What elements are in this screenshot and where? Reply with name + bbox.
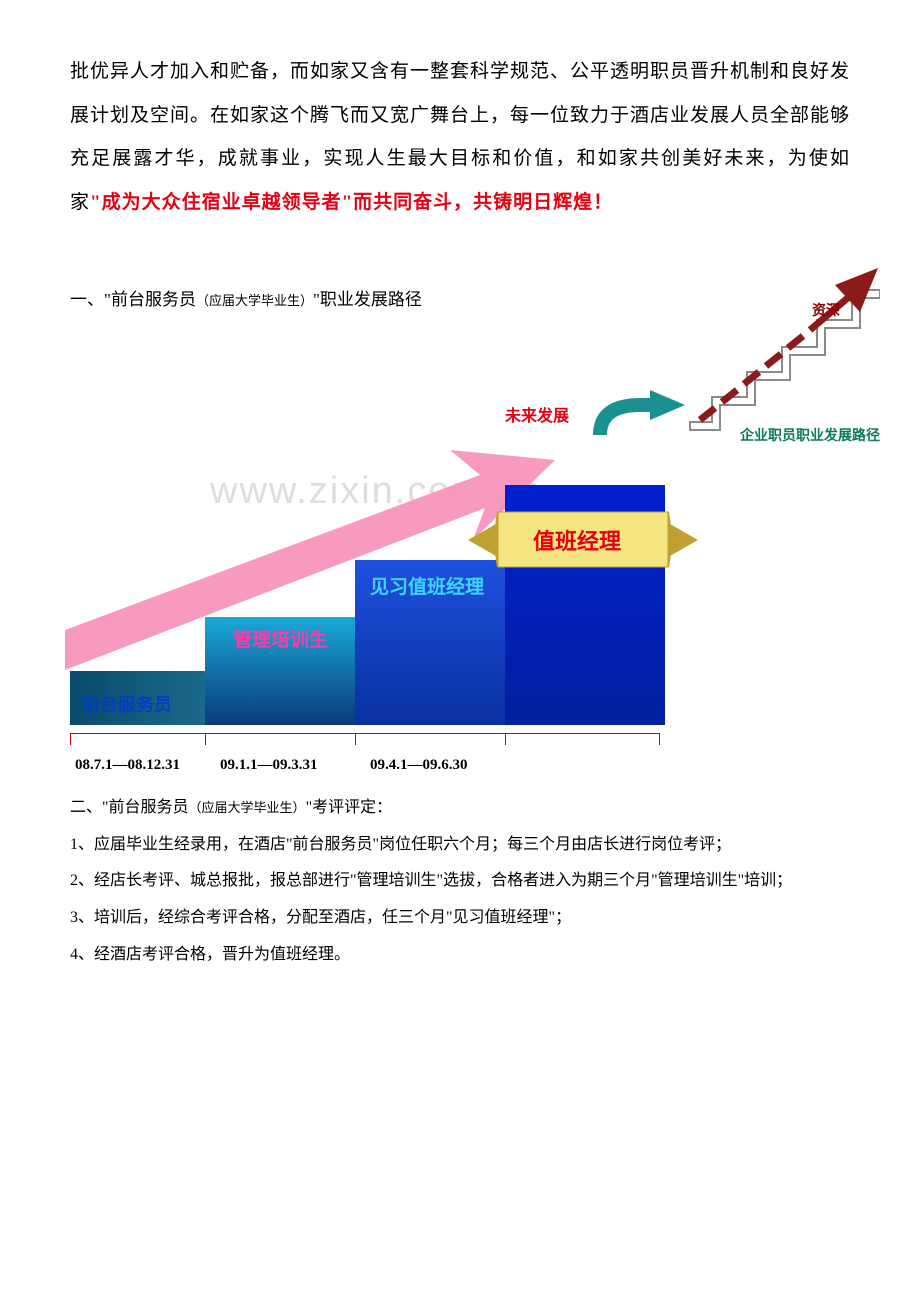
banner-label: 值班经理 xyxy=(533,524,621,556)
stage-label-2: 管理培训生 xyxy=(233,625,328,652)
staircase-icon xyxy=(660,260,880,445)
date-2: 09.1.1—09.3.31 xyxy=(220,757,318,774)
item-2: 2、经店长考评、城总报批，报总部进行"管理培训生"选拔，合格者进入为期三个月"管… xyxy=(70,863,850,900)
item-4: 4、经酒店考评合格，晋升为值班经理。 xyxy=(70,937,850,974)
intro-paragraph: 批优异人才加入和贮备，而如家又含有一整套科学规范、公平透明职员晋升机制和良好发展… xyxy=(70,50,850,225)
stage-label-1: 前台服务员 xyxy=(82,691,172,717)
banner-scroll: 值班经理 xyxy=(468,500,698,580)
career-chart: www.zixin.com.cn 前台服务员 管理培训生 见习值班经理 值班经理… xyxy=(70,290,850,770)
section2-title: 二、"前台服务员（应届大学毕业生）"考评评定： xyxy=(70,790,850,827)
date-3: 09.4.1—09.6.30 xyxy=(370,757,468,774)
item-3: 3、培训后，经综合考评合格，分配至酒店，任三个月"见习值班经理"； xyxy=(70,900,850,937)
stage-label-3: 见习值班经理 xyxy=(370,572,484,599)
stage-bar-1: 前台服务员 xyxy=(70,671,205,725)
timeline xyxy=(70,733,660,745)
intro-red: "成为大众住宿业卓越领导者"而共同奋斗，共铸明日辉煌！ xyxy=(90,192,613,213)
path-caption: 企业职员职业发展路径 xyxy=(740,425,880,445)
item-1: 1、应届毕业生经录用，在酒店"前台服务员"岗位任职六个月；每三个月由店长进行岗位… xyxy=(70,827,850,864)
future-label: 未来发展 xyxy=(505,402,569,426)
stage-bar-3: 见习值班经理 xyxy=(355,560,505,725)
stair-top-label: 资深 xyxy=(812,300,840,320)
section2: 二、"前台服务员（应届大学毕业生）"考评评定： 1、应届毕业生经录用，在酒店"前… xyxy=(70,790,850,974)
stage-bar-2: 管理培训生 xyxy=(205,617,355,725)
intro-text: 批优异人才加入和贮备，而如家又含有一整套科学规范、公平透明职员晋升机制和良好发展… xyxy=(70,61,850,213)
date-1: 08.7.1—08.12.31 xyxy=(75,757,180,774)
